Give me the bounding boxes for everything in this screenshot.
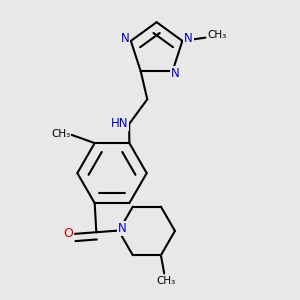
- Text: N: N: [171, 67, 179, 80]
- Text: N: N: [184, 32, 193, 45]
- Text: CH₃: CH₃: [156, 276, 176, 286]
- Text: O: O: [63, 227, 73, 240]
- Text: CH₃: CH₃: [207, 30, 227, 40]
- Text: N: N: [118, 222, 127, 236]
- Text: CH₃: CH₃: [51, 128, 70, 139]
- Text: HN: HN: [110, 117, 128, 130]
- Text: N: N: [121, 32, 129, 45]
